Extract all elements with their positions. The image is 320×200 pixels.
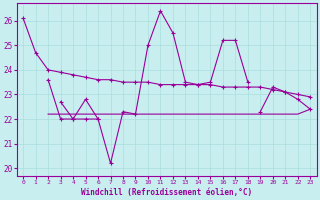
X-axis label: Windchill (Refroidissement éolien,°C): Windchill (Refroidissement éolien,°C) (81, 188, 252, 197)
